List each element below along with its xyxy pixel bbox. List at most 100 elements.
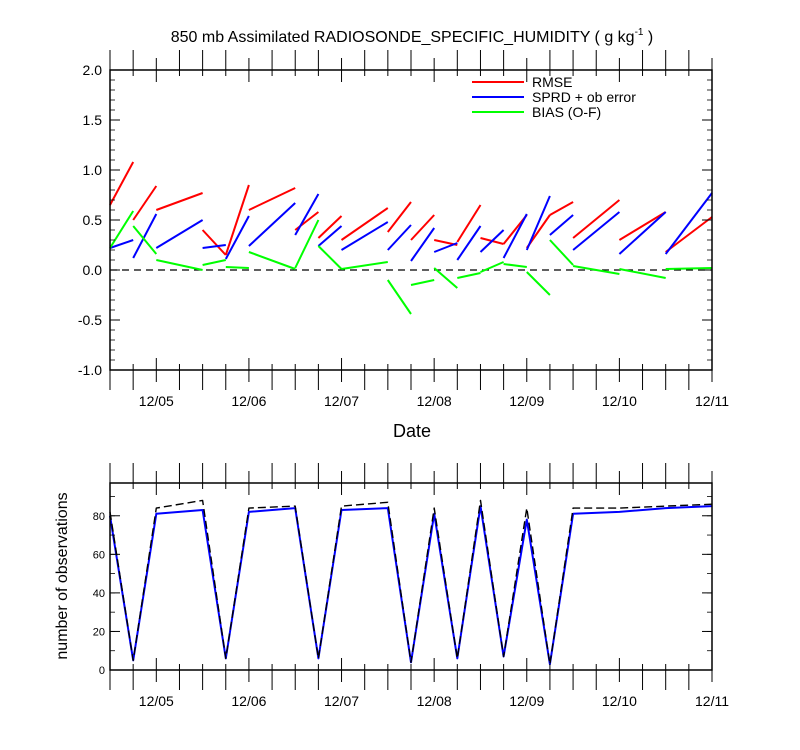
y-tick-label: 40 <box>93 588 105 600</box>
series-0-segment-10 <box>410 214 435 241</box>
series-2-segment-14 <box>503 263 527 268</box>
series-1-segment-13 <box>479 229 505 253</box>
bottom-axes-layer: 0 20 40 60 80 12/05 12/06 12/07 12/08 12/09 12/10 1… <box>93 463 729 709</box>
series-0-segment-7 <box>317 215 343 239</box>
series-1-segment-19 <box>664 192 713 255</box>
series-1-segment-12 <box>456 225 482 261</box>
series-2-segment-5 <box>248 251 296 270</box>
series-2-segment-7 <box>317 245 343 270</box>
series-1-segment-3 <box>202 244 226 249</box>
series-1-segment-0 <box>109 239 134 249</box>
series-1-segment-1 <box>132 213 158 259</box>
series-0-segment-1 <box>132 185 158 221</box>
x-tick-label: 12/07 <box>324 693 359 709</box>
series-1-segment-15 <box>525 195 551 251</box>
bottom-series-layer <box>109 499 713 666</box>
series-0-segment-8 <box>340 207 389 241</box>
series-1-segment-9 <box>387 224 412 251</box>
series-0-segment-4 <box>224 184 250 256</box>
x-tick-label: 12/06 <box>231 693 266 709</box>
x-tick-label: 12/08 <box>417 693 452 709</box>
y-tick-label: 60 <box>93 549 105 561</box>
series-0-segment-19 <box>665 216 713 253</box>
x-tick-label: 12/09 <box>509 693 544 709</box>
series-1-segment-16 <box>549 214 574 236</box>
series-1-segment-4 <box>224 215 250 260</box>
chart-title-close: ) <box>643 29 653 46</box>
series-2-segment-15 <box>526 271 551 296</box>
x-tick-label: 12/06 <box>231 393 266 409</box>
series-2-segment-3 <box>202 259 227 266</box>
top-series-layer <box>109 161 713 315</box>
series-1-segment-5 <box>248 202 296 247</box>
series-0-segment-9 <box>387 201 412 233</box>
y-tick-label: 1.5 <box>83 112 103 128</box>
series-1-segment-11 <box>433 242 458 253</box>
series-2-segment-8 <box>341 261 388 270</box>
x-tick-label: 12/05 <box>139 693 174 709</box>
series-1-segment-17 <box>572 211 621 251</box>
chart-title-exponent: -1 <box>635 27 644 38</box>
y-tick-label: 0 <box>99 665 105 677</box>
bottom-chart: 0 20 40 60 80 12/05 12/06 12/07 12/08 12/09 12/10 1… <box>54 463 729 709</box>
legend-label: SPRD + ob error <box>532 89 636 105</box>
y-tick-label: 2.0 <box>83 62 103 78</box>
series-2-segment-13 <box>480 261 504 273</box>
series-2-segment-17 <box>572 265 620 275</box>
series-0-segment-0 <box>109 161 135 206</box>
series-0-segment-5 <box>248 187 296 211</box>
series-2-segment-11 <box>433 267 458 289</box>
x-tick-label: 12/10 <box>602 393 637 409</box>
observations-solid-line <box>109 505 713 666</box>
series-0-segment-18 <box>618 211 667 241</box>
series-1-segment-8 <box>340 221 389 251</box>
x-tick-label: 12/10 <box>602 693 637 709</box>
series-1-segment-10 <box>410 227 436 262</box>
series-2-segment-18 <box>619 268 666 279</box>
top-axes-layer: -1.0 -0.5 0.0 0.5 1.0 1.5 2.0 12/05 12/06 12/07 12… <box>78 50 729 409</box>
y-tick-label: 0.0 <box>83 262 103 278</box>
top-chart: 850 mb Assimilated RADIOSONDE_SPECIFIC_H… <box>78 27 729 441</box>
observations-dashed-line <box>109 499 713 665</box>
series-2-segment-1 <box>132 225 158 255</box>
series-1-segment-2 <box>155 219 204 249</box>
series-1-segment-14 <box>502 213 528 259</box>
chart-title: 850 mb Assimilated RADIOSONDE_SPECIFIC_H… <box>171 27 654 46</box>
series-1-segment-6 <box>294 193 320 236</box>
series-0-segment-17 <box>572 199 621 239</box>
series-1-segment-18 <box>618 211 667 255</box>
y-tick-label: -1.0 <box>78 362 102 378</box>
x-tick-label: 12/08 <box>417 393 452 409</box>
x-tick-label: 12/11 <box>695 693 729 709</box>
series-2-segment-9 <box>386 279 412 315</box>
y-tick-label: 1.0 <box>83 162 103 178</box>
chart-title-text: 850 mb Assimilated RADIOSONDE_SPECIFIC_H… <box>171 29 635 46</box>
y-tick-label: -0.5 <box>78 312 102 328</box>
top-plot-frame <box>109 69 713 371</box>
y-tick-label: 0.5 <box>83 212 103 228</box>
series-0-segment-3 <box>201 229 227 256</box>
x-tick-label: 12/05 <box>139 393 174 409</box>
series-0-segment-16 <box>549 201 574 216</box>
x-tick-label: 12/07 <box>324 393 359 409</box>
x-axis-label: Date <box>393 421 431 441</box>
x-tick-label: 12/11 <box>695 393 729 409</box>
series-2-segment-12 <box>457 272 481 279</box>
y-axis-label: number of observations <box>54 492 71 659</box>
legend-label: RMSE <box>532 74 572 90</box>
series-2-segment-2 <box>156 259 203 271</box>
series-2-segment-19 <box>665 267 713 270</box>
y-tick-label: 80 <box>93 511 105 523</box>
series-2-segment-10 <box>410 279 435 286</box>
x-tick-label: 12/09 <box>509 393 544 409</box>
series-2-segment-16 <box>549 239 574 266</box>
series-1-segment-7 <box>317 225 343 247</box>
series-0-segment-2 <box>155 192 203 211</box>
y-tick-label: 20 <box>93 626 105 638</box>
series-2-segment-0 <box>109 210 135 249</box>
series-2-segment-4 <box>225 266 249 269</box>
legend-label: BIAS (O-F) <box>532 104 601 120</box>
series-2-segment-6 <box>294 219 320 269</box>
series-0-segment-12 <box>456 204 482 243</box>
